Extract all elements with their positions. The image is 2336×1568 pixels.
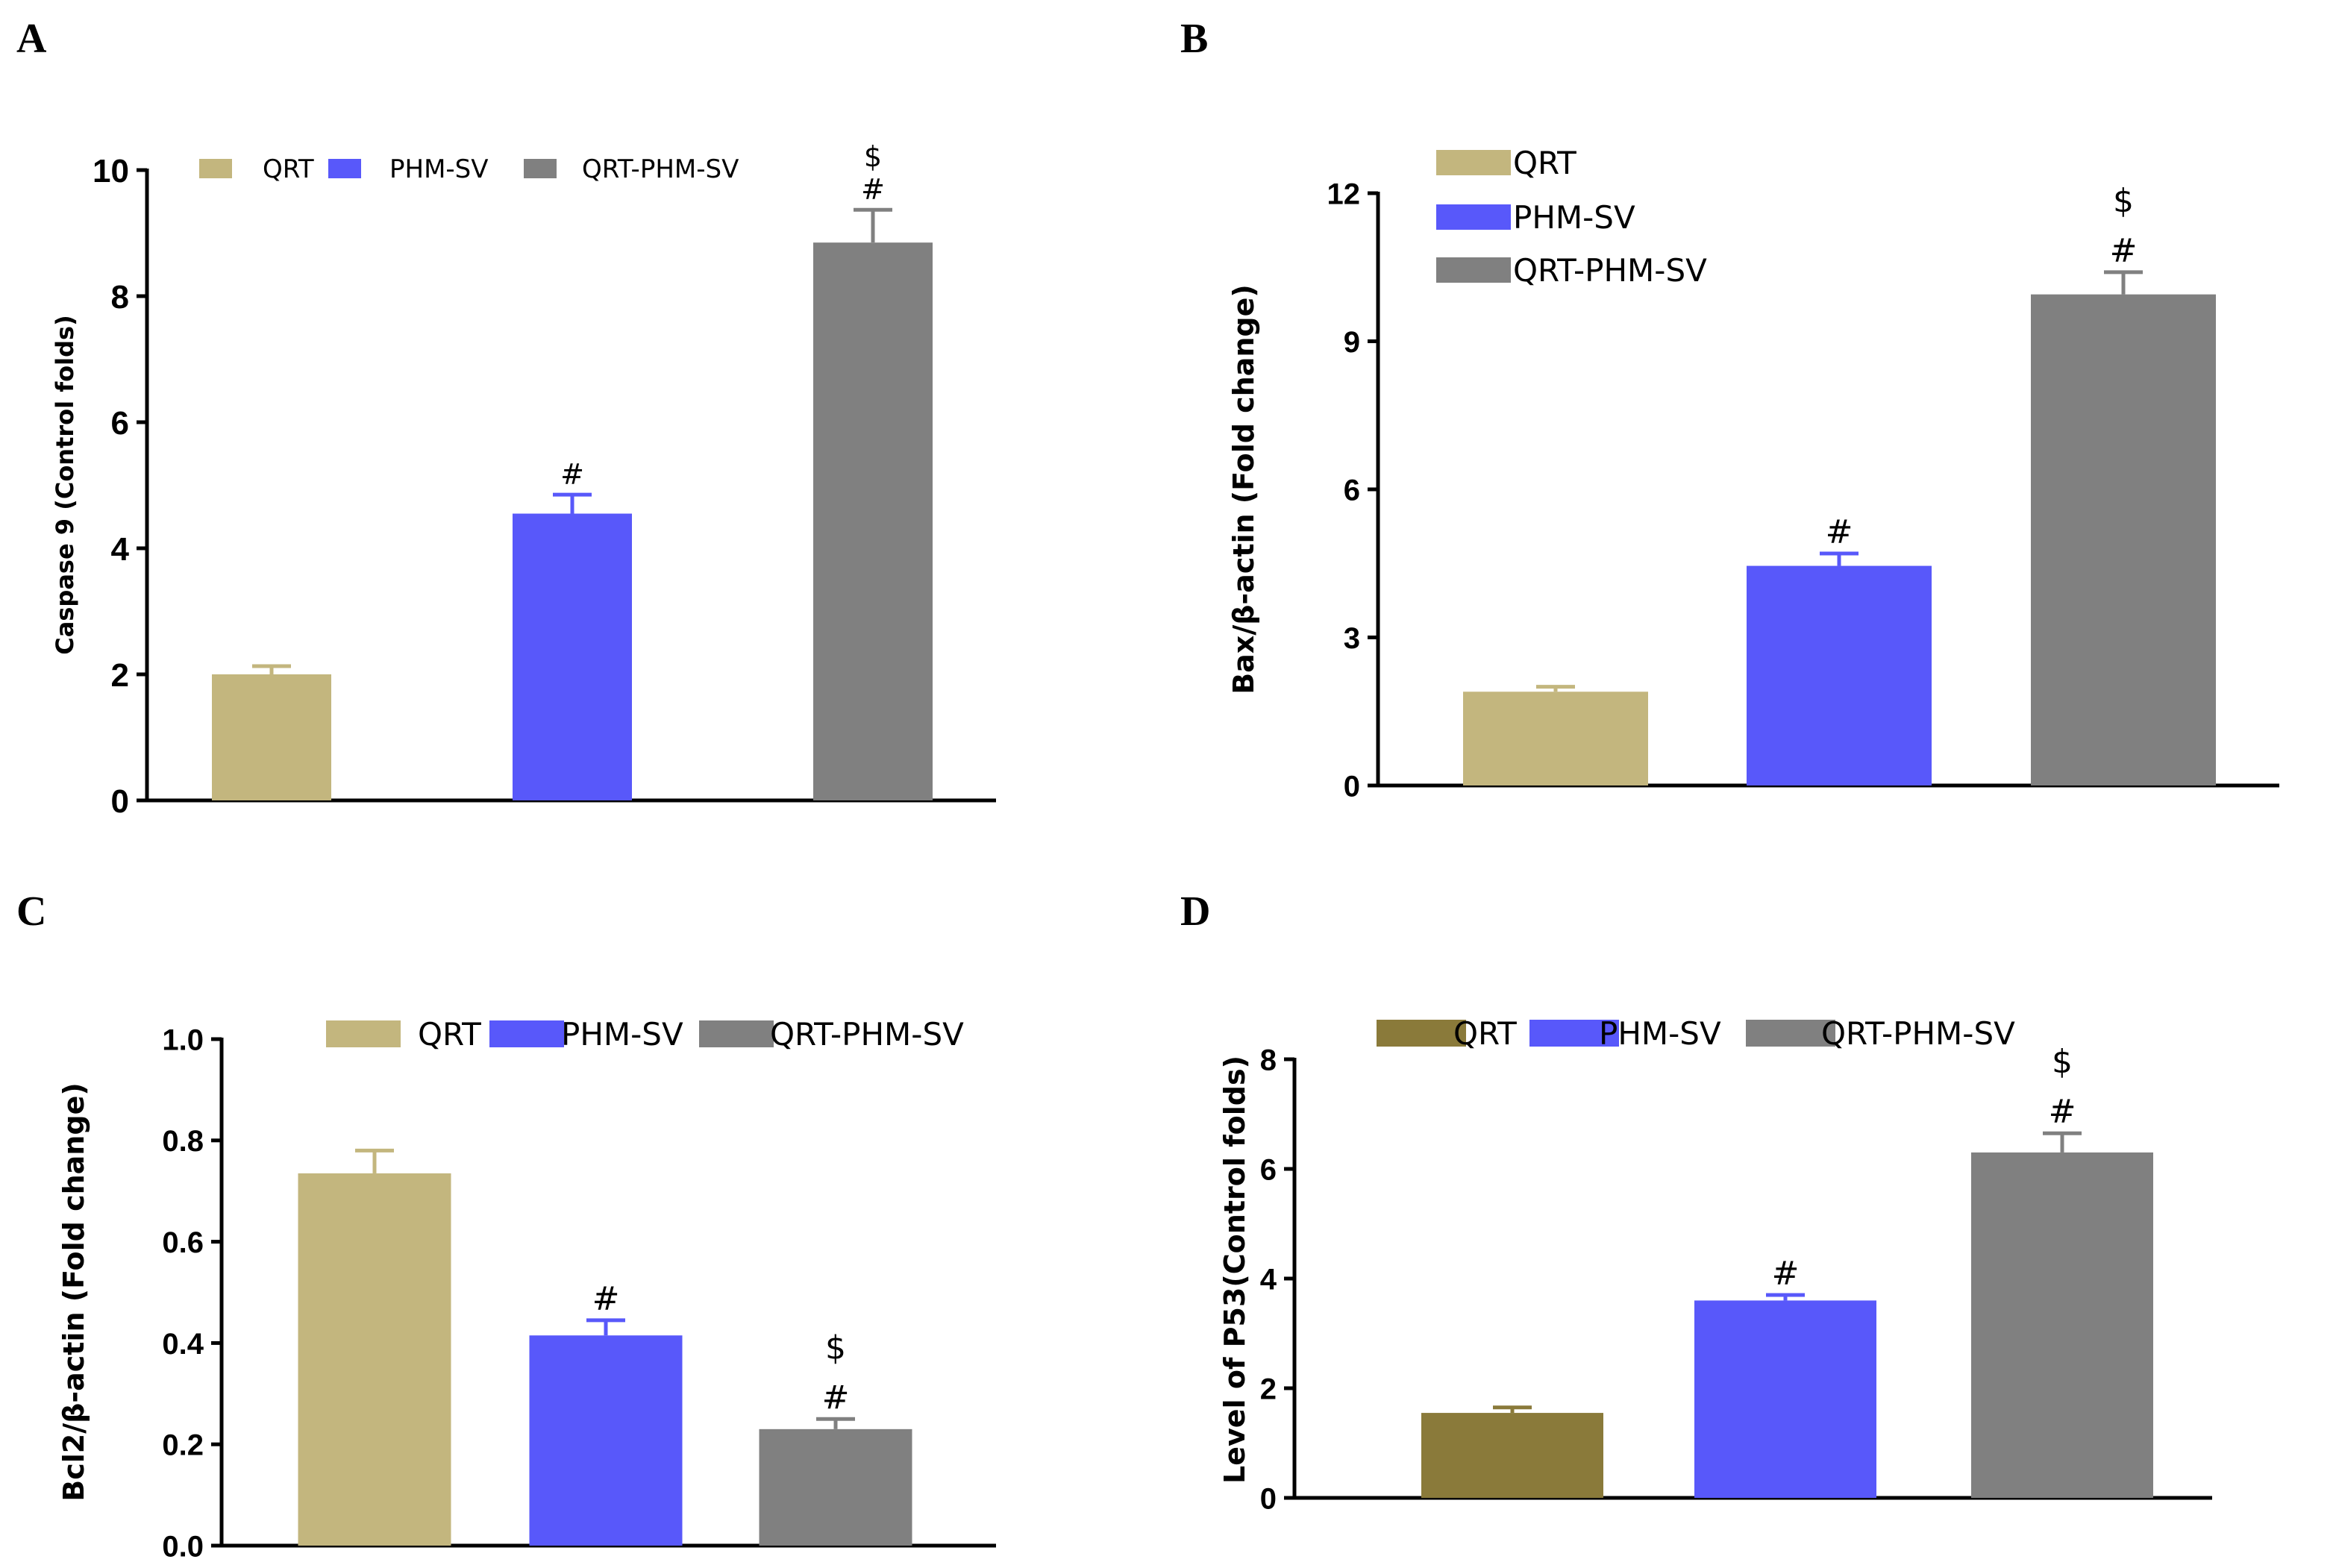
y-tick-label: 0.4 [162, 1328, 204, 1361]
significance-hash: # [861, 173, 885, 206]
y-tick-label: 6 [111, 405, 129, 442]
y-tick-label: 6 [1344, 474, 1360, 507]
significance-hash: # [1772, 1255, 1800, 1293]
significance-dollar: $ [864, 140, 882, 173]
bar-qrt-phm-sv [2031, 294, 2216, 785]
legend-label: QRT-PHM-SV [582, 154, 739, 184]
y-tick-label: 4 [111, 531, 130, 568]
y-tick-label: 12 [1327, 178, 1361, 210]
legend-label: QRT-PHM-SV [1513, 252, 1707, 289]
bar-phm-sv [529, 1335, 683, 1546]
legend-swatch [328, 159, 361, 178]
y-tick-label: 1.0 [162, 1023, 204, 1056]
y-tick-label: 0.0 [162, 1530, 204, 1563]
legend-label: QRT [418, 1016, 481, 1053]
significance-hash: # [592, 1280, 620, 1318]
y-tick-label: 0 [111, 783, 129, 820]
y-tick-label: 8 [111, 279, 129, 316]
bar-qrt-phm-sv [759, 1429, 912, 1546]
y-tick-label: 0 [1260, 1482, 1277, 1515]
y-tick-label: 0 [1344, 770, 1360, 803]
y-tick-label: 2 [1260, 1373, 1277, 1405]
legend-swatch [699, 1020, 774, 1047]
bar-qrt [212, 674, 331, 800]
legend-swatch [1746, 1020, 1835, 1047]
y-tick-label: 0.8 [162, 1125, 204, 1158]
legend-label: QRT-PHM-SV [1821, 1015, 2015, 1052]
legend: QRT PHM-SV QRT-PHM-SV [1377, 1015, 2015, 1052]
y-tick-label: 0.6 [162, 1226, 204, 1259]
y-axis-label: Level of P53(Control folds) [1218, 1056, 1251, 1484]
legend-swatch [489, 1020, 564, 1047]
legend: QRT PHM-SV QRT-PHM-SV [199, 154, 739, 184]
legend-label: PHM-SV [561, 1016, 683, 1053]
significance-hash: # [1826, 513, 1853, 551]
y-tick-label: 4 [1260, 1263, 1277, 1296]
legend-swatch [524, 159, 557, 178]
legend-label: QRT-PHM-SV [770, 1016, 964, 1053]
legend-label: QRT [1453, 1015, 1517, 1052]
significance-hash: # [560, 458, 584, 491]
legend-swatch [1377, 1020, 1466, 1047]
significance-dollar: $ [2052, 1043, 2073, 1081]
legend-label: QRT [1513, 145, 1576, 181]
y-tick-label: 6 [1260, 1153, 1277, 1186]
legend-swatch [1529, 1020, 1619, 1047]
chart-panel-c: C 0.0 0.2 0.4 0.6 0.8 1.0 Bcl2/β-actin (Fold ch… [16, 888, 996, 1563]
y-tick-label: 10 [93, 153, 129, 189]
y-axis-label: Caspase 9 (Control folds) [51, 315, 79, 654]
y-tick-label: 3 [1344, 622, 1360, 655]
legend: QRT PHM-SV QRT-PHM-SV [1436, 145, 1707, 289]
y-tick-label: 0.2 [162, 1429, 204, 1462]
significance-hash: # [2049, 1093, 2076, 1131]
legend-swatch [1436, 204, 1511, 230]
bar-qrt [1463, 692, 1648, 785]
bar-qrt [1421, 1413, 1603, 1498]
bar-phm-sv [1747, 565, 1932, 785]
panel-letter: C [16, 888, 46, 935]
bar-qrt-phm-sv [813, 242, 933, 800]
bar-qrt [298, 1173, 451, 1546]
legend-label: PHM-SV [1599, 1015, 1721, 1052]
bar-qrt-phm-sv [1971, 1152, 2153, 1498]
y-tick-label: 9 [1344, 326, 1360, 359]
y-tick-label: 2 [111, 657, 129, 694]
bar-phm-sv [513, 513, 632, 800]
panel-letter: B [1180, 16, 1208, 62]
significance-hash: # [822, 1379, 850, 1417]
legend-swatch [326, 1020, 401, 1047]
panel-letter: D [1180, 888, 1210, 935]
legend-swatch [1436, 150, 1511, 175]
legend-swatch [199, 159, 232, 178]
legend: QRT PHM-SV QRT-PHM-SV [326, 1016, 964, 1053]
significance-dollar: $ [2113, 182, 2134, 220]
chart-panel-d: D 0 2 4 6 8 Level of P53(Control folds) # # $ QRT P… [1180, 888, 2212, 1515]
legend-label: PHM-SV [389, 154, 489, 184]
significance-dollar: $ [825, 1329, 846, 1367]
legend-label: PHM-SV [1513, 199, 1635, 236]
chart-panel-b: B 0 3 6 9 12 Bax/β-actin (Fold change) # # $ QRT PH… [1180, 16, 2279, 803]
bar-phm-sv [1694, 1300, 1876, 1498]
y-axis-label: Bax/β-actin (Fold change) [1227, 284, 1260, 694]
panel-letter: A [16, 16, 47, 62]
y-tick-label: 8 [1260, 1044, 1277, 1076]
legend-swatch [1436, 257, 1511, 283]
legend-label: QRT [263, 154, 314, 184]
significance-hash: # [2110, 232, 2138, 270]
y-axis-label: Bcl2/β-actin (Fold change) [57, 1082, 90, 1501]
